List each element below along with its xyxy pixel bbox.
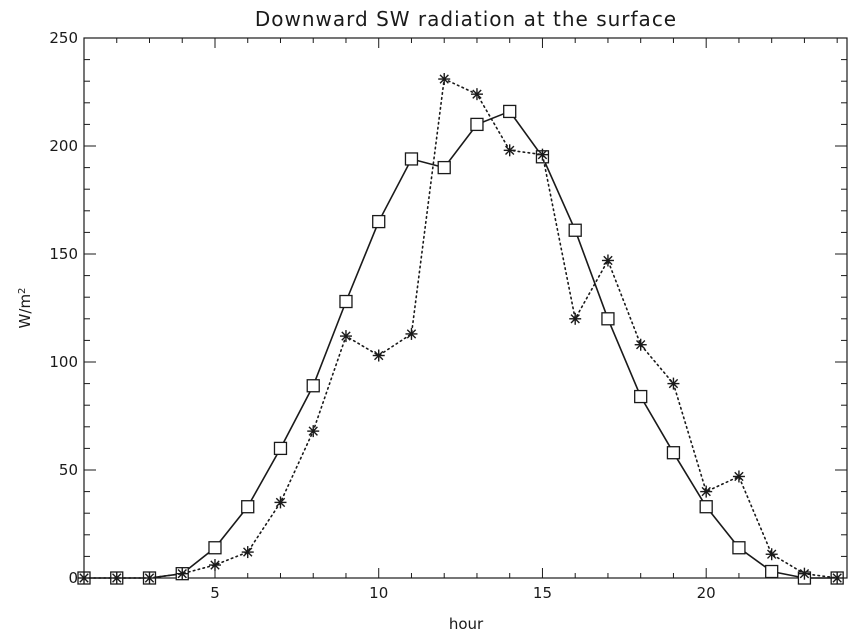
data-point [503,144,516,157]
data-point [700,485,713,498]
data-point [241,500,255,514]
data-point [241,546,254,559]
x-tick-label: 20 [697,584,716,602]
x-axis: 5 10 15 20 [116,38,838,602]
data-point [470,88,483,101]
data-point [536,148,549,161]
data-point [110,572,123,584]
plot-frame [83,37,848,579]
data-point [306,379,320,393]
series-0 [77,104,844,585]
data-point [601,312,615,326]
x-tick-label: 5 [210,584,220,602]
y-tick-label: 250 [49,29,78,47]
x-tick-label: 10 [369,584,388,602]
data-point [765,564,779,579]
x-tick-label: 15 [533,584,552,602]
y-tick-label: 100 [49,353,78,371]
data-point [503,104,517,119]
y-axis: 0 50 100 150 200 250 [49,29,847,587]
y-axis-label-superscript: 2 [17,288,28,294]
chart-title: Downward SW radiation at the surface [255,7,677,31]
data-point [78,572,90,584]
data-point [634,338,647,351]
data-point [372,214,386,229]
data-point [699,500,713,514]
data-point [438,73,451,86]
data-point [765,548,778,561]
x-axis-label: hour [449,615,484,633]
data-point [273,441,288,456]
series-1 [78,73,844,584]
data-point [437,160,451,175]
data-point [798,567,811,580]
y-axis-label: W/m2 [16,288,34,329]
data-point [176,567,189,580]
data-point [208,559,221,572]
y-axis-label-base: W/m [16,294,34,329]
data-point [568,223,582,237]
data-point [405,327,418,340]
data-point [732,541,746,555]
data-point [470,117,484,132]
y-tick-label: 200 [49,137,78,155]
series-line [83,77,839,579]
data-point [732,470,745,483]
y-tick-label: 50 [59,461,78,479]
data-point [307,425,320,438]
data-point [339,294,353,309]
data-point [143,572,156,584]
data-point [339,330,352,343]
series-layer [77,73,844,585]
svg-text:W/m2: W/m2 [16,288,34,329]
data-point [601,254,614,267]
data-point [274,496,287,509]
data-point [831,572,844,584]
data-point [569,312,582,325]
data-point [404,152,419,166]
data-point [666,446,681,460]
y-tick-label: 150 [49,245,78,263]
series-line [84,110,838,579]
data-point [667,377,680,390]
data-point [372,349,385,362]
data-point [634,389,648,404]
y-tick-label: 0 [68,569,78,587]
data-point [208,541,222,555]
